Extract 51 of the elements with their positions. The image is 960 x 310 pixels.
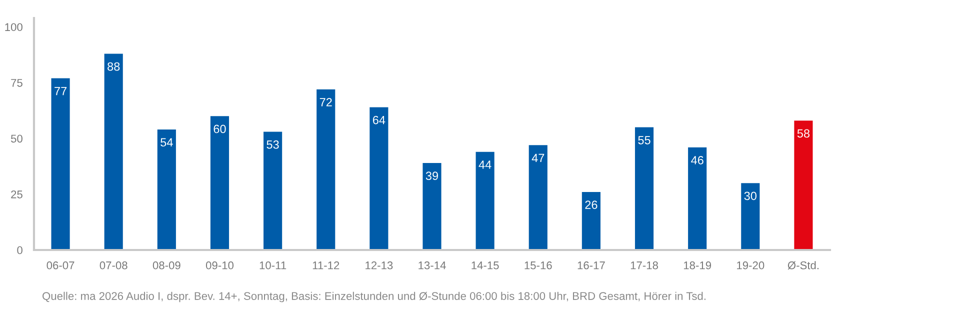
- data-label: 47: [532, 154, 544, 162]
- bar: [157, 130, 176, 250]
- bar: [528, 145, 548, 250]
- bar: [210, 116, 230, 250]
- bar: [582, 192, 600, 250]
- x-tick-label: 08-09: [152, 261, 180, 270]
- data-label: 39: [426, 172, 438, 180]
- data-label: 26: [585, 200, 598, 210]
- data-label: 30: [744, 192, 757, 200]
- data-label: 60: [214, 124, 226, 134]
- data-label: 58: [797, 129, 810, 138]
- data-label: 53: [266, 140, 279, 149]
- x-tick-label: 11-12: [312, 261, 340, 270]
- y-tick-label: 100: [5, 23, 22, 32]
- bar: [634, 127, 654, 250]
- bar: [688, 147, 707, 250]
- bar: [370, 107, 388, 250]
- x-tick-label: 13-14: [418, 261, 446, 270]
- data-label: 46: [691, 156, 704, 164]
- bar: [51, 78, 70, 250]
- bar: [476, 152, 494, 250]
- data-label: 44: [478, 160, 492, 169]
- bar: [741, 183, 760, 250]
- data-label: 77: [54, 87, 67, 96]
- bar: [316, 89, 336, 250]
- source-note: Quelle: ma 2026 Audio I, dspr. Bev. 14+, Sonntag, Basis: Einzelstunden und Ø-Stunde 06:00 bis 18:00 Uhr, BRD Gesamt, Hörer in Tsd.: [42, 292, 706, 302]
- y-tick-label: 0: [17, 246, 22, 254]
- data-label: 72: [320, 98, 332, 106]
- y-tick-label: 25: [11, 190, 22, 198]
- bar: [264, 132, 282, 250]
- bar: [104, 54, 123, 250]
- y-tick-label: 75: [11, 79, 22, 87]
- x-tick-label: 15-16: [524, 261, 552, 270]
- x-tick-label: 19-20: [737, 261, 764, 270]
- x-tick-label: 06-07: [46, 261, 74, 270]
- x-tick-label: 12-13: [366, 261, 393, 270]
- bar: [794, 120, 813, 250]
- x-tick-label: 18-19: [684, 261, 712, 270]
- x-tick-label: 14-15: [472, 262, 499, 270]
- data-label: 55: [638, 136, 650, 144]
- x-tick-label: 09-10: [206, 261, 234, 270]
- x-tick-label: 16-17: [578, 261, 605, 270]
- y-tick-label: 50: [10, 134, 22, 143]
- bar: [422, 163, 442, 250]
- x-tick-label: 17-18: [630, 261, 658, 270]
- data-label: 64: [372, 116, 386, 124]
- x-tick-label: 10-11: [260, 261, 286, 270]
- x-tick-label: Ø-Std.: [788, 261, 819, 270]
- data-label: 88: [108, 62, 120, 71]
- x-tick-label: 07-08: [100, 261, 128, 270]
- data-label: 54: [160, 138, 173, 147]
